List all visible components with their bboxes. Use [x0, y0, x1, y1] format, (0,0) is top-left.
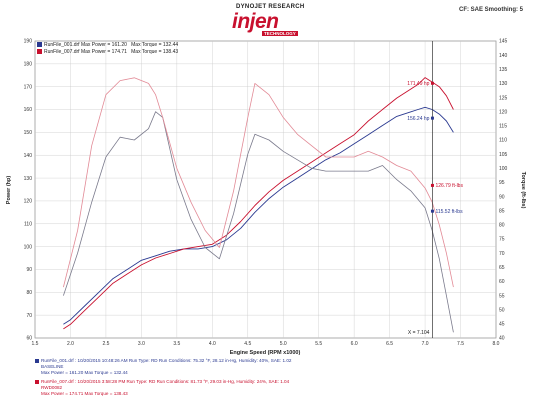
- legend-torque: Max Torque = 132.44: [131, 42, 179, 48]
- x-tick-label: 1.5: [32, 341, 39, 347]
- y-tick-label: 60: [26, 336, 32, 342]
- run-info-footer: RunFile_001.drf : 10/20/2015 10:48:26 AM…: [35, 358, 291, 397]
- legend-torque: Max Torque = 138.43: [131, 48, 179, 55]
- y-tick-label: 100: [24, 244, 33, 250]
- y2-tick-label: 90: [499, 194, 505, 200]
- series-line-torque: [63, 77, 454, 288]
- y2-tick-label: 45: [499, 322, 505, 328]
- x-tick-label: 2.0: [67, 341, 74, 347]
- tick-labels: 1.5 2.0 2.5 3.0 3.5 4.0 4.5 5.0 5.5 6.0 6.5 7.0 7.5 8…: [24, 39, 508, 347]
- legend-entry: RunFile_001.drf Max Power = 161.20 Max T…: [37, 42, 178, 49]
- series-line-power: [63, 106, 454, 325]
- annotation-marker: [430, 81, 434, 85]
- annotation-label: 115.52 ft-lbs: [435, 209, 463, 215]
- y2-tick-label: 130: [499, 81, 508, 87]
- x-tick-label: 6.5: [386, 341, 393, 347]
- y2-tick-label: 105: [499, 152, 508, 158]
- annotation-marker: [430, 209, 434, 213]
- x-tick-label: 3.0: [138, 341, 145, 347]
- y2-tick-label: 40: [499, 336, 505, 342]
- legend-entry: RunFile_007.drf Max Power = 174.71 Max T…: [37, 48, 179, 56]
- annotation-label: 126.79 ft-lbs: [435, 183, 463, 189]
- series-lines: [63, 41, 454, 338]
- run-conditions: RunFile_007.drf : 10/20/2015 3:58:28 PM …: [41, 378, 290, 384]
- x-axis-label: Engine Speed (RPM x1000): [230, 350, 301, 356]
- annotation-label: 171.49 hp: [407, 81, 429, 87]
- y2-tick-label: 55: [499, 293, 505, 299]
- x-tick-label: 2.5: [102, 341, 109, 347]
- y-tick-label: 70: [26, 313, 32, 319]
- injen-logo: injen: [232, 10, 279, 33]
- y-tick-label: 190: [24, 39, 33, 45]
- legend: RunFile_001.drf Max Power = 161.20 Max T…: [37, 42, 178, 55]
- brand-line: DYNOJET RESEARCH: [236, 4, 305, 10]
- y-tick-label: 170: [24, 84, 33, 90]
- grid-lines: [34, 40, 497, 339]
- y2-tick-label: 140: [499, 53, 508, 59]
- y2-tick-label: 115: [499, 124, 507, 130]
- y2-tick-label: 65: [499, 265, 505, 271]
- y2-tick-label: 50: [499, 307, 505, 313]
- x-tick-label: 8.0: [493, 341, 500, 347]
- series-line-power: [63, 77, 454, 330]
- run-name: BASELINE: [41, 364, 64, 370]
- y2-tick-label: 120: [499, 109, 508, 115]
- y-axis-label: Power (hp): [6, 176, 12, 205]
- plot-area: [34, 40, 497, 339]
- run-swatch: [35, 379, 39, 384]
- y2-tick-label: 135: [499, 67, 508, 73]
- annotations: X = 7.104 171.49 hp 156.24 hp 126.79 ft-lbs…: [407, 81, 463, 336]
- x-tick-label: 6.0: [351, 341, 358, 347]
- y-tick-label: 140: [24, 153, 33, 159]
- run-max: Max Power = 174.71 Max Torque = 138.43: [41, 391, 128, 397]
- y-tick-label: 80: [26, 290, 32, 296]
- run-info-modified: RunFile_007.drf : 10/20/2015 3:58:28 PM …: [35, 379, 291, 398]
- run-max: Max Power = 161.20 Max Torque = 132.44: [41, 370, 128, 376]
- run-conditions: RunFile_001.drf : 10/20/2015 10:48:26 AM…: [41, 358, 292, 363]
- x-tick-label: 5.5: [315, 341, 322, 347]
- y2-tick-label: 110: [499, 138, 507, 144]
- y2-tick-label: 145: [499, 39, 508, 45]
- y2-tick-label: 80: [499, 223, 505, 229]
- y2-tick-label: 125: [499, 95, 508, 101]
- annotation-marker: [430, 116, 434, 120]
- y-tick-label: 160: [24, 107, 33, 113]
- y-tick-label: 150: [24, 130, 33, 136]
- series-line-torque: [63, 111, 454, 333]
- run-info-baseline: RunFile_001.drf : 10/20/2015 10:48:26 AM…: [35, 358, 291, 377]
- run-info-line: RunFile_001.drf : 10/20/2015 10:48:26 AM…: [35, 358, 291, 364]
- legend-label: RunFile_001.drf Max Power = 161.20: [44, 42, 127, 48]
- x-tick-label: 4.0: [209, 341, 216, 347]
- y2-tick-label: 100: [499, 166, 508, 172]
- y2-tick-label: 60: [499, 279, 505, 285]
- cursor-label: X = 7.104: [408, 330, 430, 336]
- y-tick-label: 180: [24, 62, 33, 68]
- x-tick-label: 7.5: [457, 341, 464, 347]
- annotation-marker: [430, 183, 434, 187]
- run-swatch: [35, 359, 39, 363]
- y2-tick-label: 85: [499, 208, 505, 214]
- y-tick-label: 120: [24, 199, 33, 205]
- legend-swatch: [37, 48, 42, 54]
- y-tick-label: 90: [26, 267, 32, 273]
- x-tick-label: 3.5: [173, 341, 180, 347]
- x-tick-label: 7.0: [422, 341, 429, 347]
- run-info-line: RunFile_007.drf : 10/20/2015 3:58:28 PM …: [35, 379, 291, 385]
- x-tick-label: 5.0: [280, 341, 287, 347]
- y-tick-label: 110: [24, 221, 32, 227]
- y2-tick-label: 95: [499, 180, 505, 186]
- run-name: RWD0082: [41, 384, 63, 390]
- x-tick-label: 4.5: [244, 341, 251, 347]
- y2-tick-label: 70: [499, 251, 505, 257]
- y2-axis-label: Torque (ft-lbs): [520, 172, 526, 209]
- y2-tick-label: 75: [499, 237, 505, 243]
- legend-label: RunFile_007.drf Max Power = 174.71: [44, 48, 127, 55]
- logo-subtitle: TECHNOLOGY: [262, 31, 298, 36]
- legend-swatch: [37, 42, 42, 47]
- y-tick-label: 130: [24, 176, 33, 182]
- annotation-label: 156.24 hp: [407, 116, 429, 122]
- correction-smoothing-label: CF: SAE Smoothing: 5: [459, 7, 523, 13]
